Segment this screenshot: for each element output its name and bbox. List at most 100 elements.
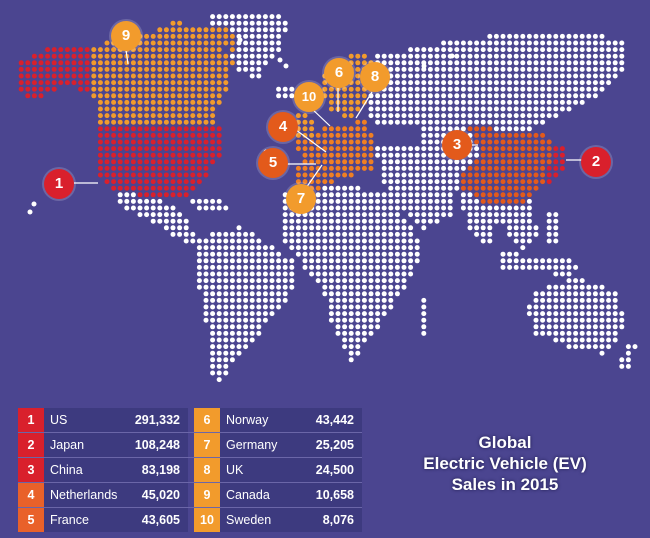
map-dot-russia [540,40,546,46]
map-dot-usa [130,152,136,158]
map-dot-russia [401,93,407,99]
map-dot-russia [526,93,532,99]
map-dot-alaska [64,80,70,86]
map-dot-westEur [355,119,361,125]
map-dot-greenland [256,47,262,53]
map-dot-midEast [454,185,460,191]
map-dot-russia [447,113,453,119]
map-dot-africa [381,218,387,224]
map-dot-scand [355,106,361,112]
map-dot-midEast [414,159,420,165]
map-dot-russia [533,113,539,119]
map-dot-usa [196,152,202,158]
map-dot-scand [355,66,361,72]
map-dot-midEast [421,172,427,178]
map-dot-china [520,179,526,185]
map-dot-russia [401,113,407,119]
map-dot-africa [322,231,328,237]
map-dot-usa [183,165,189,171]
map-dot-russia [559,93,565,99]
map-dot-canada [183,60,189,66]
map-dot-greenland [236,60,242,66]
map-dot-africa [388,218,394,224]
rank-badge-2: 2 [581,147,611,177]
map-dot-seAsia [513,225,519,231]
map-dot-russia [526,66,532,72]
map-dot-russia [434,106,440,112]
table-row: 4 Netherlands 45,020 9 Canada 10,658 [18,482,362,508]
map-dot-russia [460,80,466,86]
map-dot-russia [526,53,532,59]
country-name: Japan [44,432,132,458]
map-dot-russia [553,80,559,86]
map-dot-caribbean [210,205,216,211]
map-dot-russia [513,53,519,59]
map-dot-canada [150,93,156,99]
map-dot-westEur [335,132,341,138]
map-dot-russia [500,33,506,39]
map-dot-russia [480,66,486,72]
map-dot-russia [441,80,447,86]
map-dot-usa [124,126,130,132]
map-dot-africa [394,218,400,224]
map-dot-africa [289,231,295,237]
map-dot-usa [124,132,130,138]
map-dot-africa [309,225,315,231]
map-dot-midEast [427,205,433,211]
map-dot-usa [177,146,183,152]
map-dot-africa [368,192,374,198]
leader-line-7 [305,164,323,189]
map-dot-usa [170,179,176,185]
map-dot-midEast [408,159,414,165]
map-dot-japan [546,179,552,185]
map-dot-russia [546,86,552,92]
map-dot-arctic [210,33,216,39]
map-dot-usa [196,132,202,138]
map-dot-usa [144,165,150,171]
map-dot-russia [559,40,565,46]
map-dot-russia [553,33,559,39]
map-dot-midEast [401,179,407,185]
map-dot-westEur [348,132,354,138]
map-dot-africa [342,212,348,218]
map-dot-usa [104,132,110,138]
map-dot-westEur [355,165,361,171]
map-dot-alaska [78,53,84,59]
map-dot-russia [540,93,546,99]
map-dot-alaska [84,86,90,92]
map-dot-russia [559,47,565,53]
map-dot-africa [328,192,334,198]
sales-value: 108,248 [132,432,188,458]
map-dot-russia [388,80,394,86]
map-dot-iceland [276,93,282,99]
map-dot-midEast [414,179,420,185]
map-dot-russia [546,53,552,59]
map-dot-russia [447,99,453,105]
map-dot-africa [368,198,374,204]
map-dot-russia [546,99,552,105]
map-dot-russia [579,33,585,39]
map-dot-russia [507,40,513,46]
map-dot-usa [216,146,222,152]
rank-number: 7 [194,432,220,458]
map-dot-canada [157,33,163,39]
map-dot-russia [526,40,532,46]
map-dot-africa [348,205,354,211]
map-dot-russia [559,106,565,112]
map-dot-russia [454,113,460,119]
map-dot-mexico [137,205,143,211]
map-dot-russia [467,119,473,125]
map-dot-usa [97,132,103,138]
map-dot-russia [493,53,499,59]
map-dot-russia [460,119,466,125]
map-dot-japan [559,159,565,165]
map-dot-usa [163,152,169,158]
map-dot-russia [586,73,592,79]
map-dot-africa [282,205,288,211]
map-dot-usa [137,159,143,165]
map-dot-russia [414,47,420,53]
map-dot-alaska [64,73,70,79]
map-dot-greenland [243,66,249,72]
map-dot-midEast [421,212,427,218]
map-dot-russia [467,106,473,112]
